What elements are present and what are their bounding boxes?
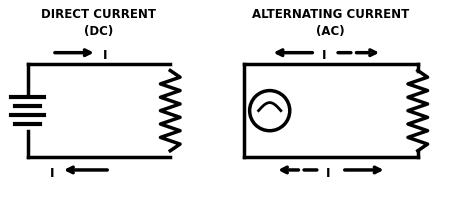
Text: DIRECT CURRENT: DIRECT CURRENT bbox=[41, 8, 156, 21]
Text: I: I bbox=[326, 167, 330, 179]
Text: (AC): (AC) bbox=[316, 25, 345, 38]
Text: I: I bbox=[50, 167, 54, 179]
Text: I: I bbox=[321, 49, 326, 62]
Text: I: I bbox=[103, 49, 108, 62]
Text: (DC): (DC) bbox=[84, 25, 113, 38]
Text: ALTERNATING CURRENT: ALTERNATING CURRENT bbox=[252, 8, 409, 21]
